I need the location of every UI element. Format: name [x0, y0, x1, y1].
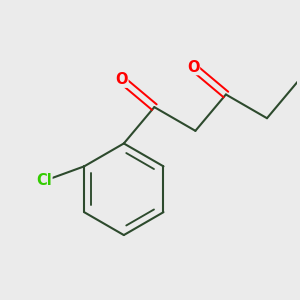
Text: Cl: Cl: [36, 173, 52, 188]
Text: O: O: [116, 72, 128, 87]
Text: O: O: [187, 60, 200, 75]
